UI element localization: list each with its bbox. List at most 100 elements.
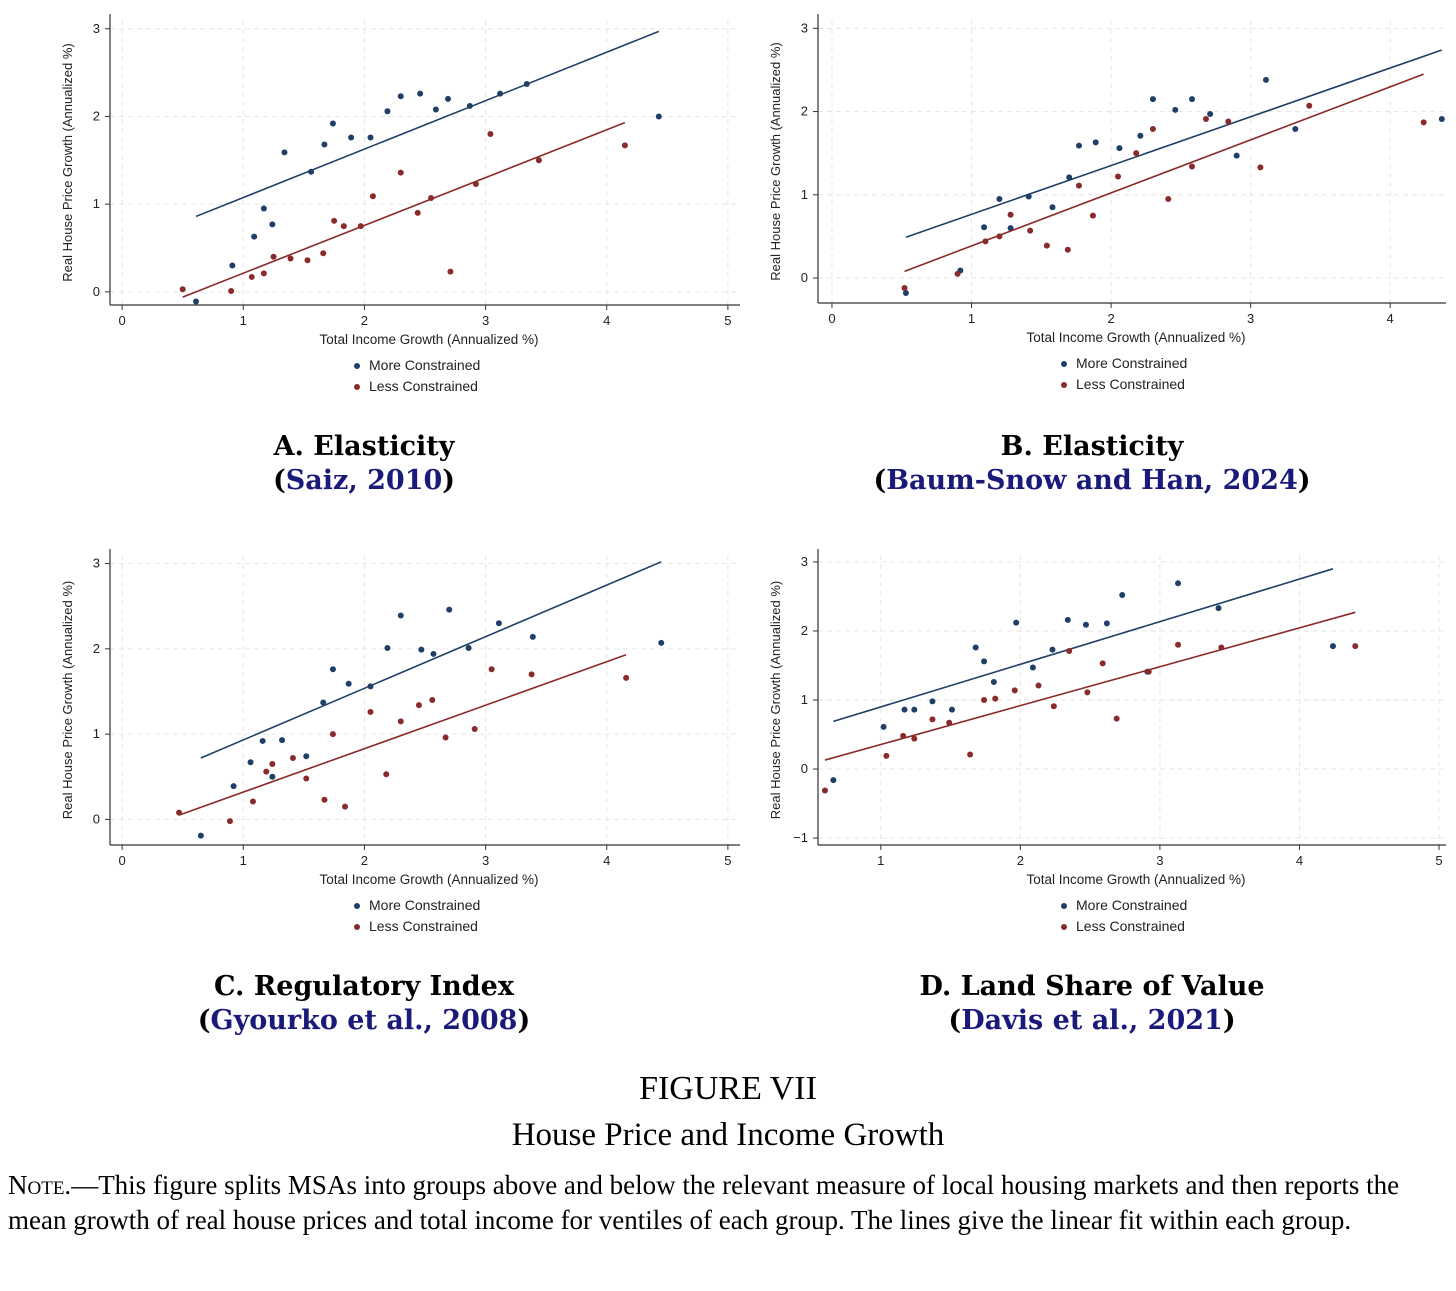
data-point [1306,102,1313,109]
data-point [229,262,236,269]
data-point [397,612,404,619]
data-point [1137,132,1144,139]
data-point [948,706,955,713]
data-point [1149,126,1156,133]
data-point [465,644,472,651]
legend-label: Less Constrained [1076,376,1185,392]
data-point [369,193,376,200]
data-point [329,731,336,738]
data-point [1218,644,1225,651]
data-point [1438,116,1445,123]
citation-author: Saiz [285,465,349,496]
data-point [432,106,439,113]
data-point [367,708,374,715]
data-point [329,666,336,673]
fit-line [182,121,626,298]
legend-marker [354,924,360,930]
citation-link[interactable]: Davis et al., 2021 [961,1005,1223,1036]
data-point [821,787,828,794]
data-point [289,755,296,761]
figure-note: Note.—This figure splits MSAs into group… [8,1168,1448,1238]
data-point [981,224,988,231]
x-tick-label: 3 [482,313,489,328]
panel-citation: (Saiz, 2010) [272,465,456,496]
y-tick-label: 0 [801,761,808,776]
x-tick-label: 0 [828,311,835,326]
citation-author: Gyourko et al. [210,1005,424,1036]
citation-link[interactable]: Gyourko et al., 2008 [210,1005,518,1036]
data-point [497,90,504,97]
data-point [249,798,256,805]
x-tick-label: 5 [724,853,731,868]
data-point [911,735,918,742]
data-point [197,832,204,839]
data-point [303,753,310,760]
citation-link[interactable]: Baum-Snow and Han, 2024 [886,465,1298,496]
data-point [1352,643,1359,650]
data-point [1149,96,1156,103]
data-point [487,131,494,137]
data-point [1066,174,1073,181]
data-point [303,775,310,782]
fit-line [833,568,1334,723]
data-point [269,221,276,228]
data-point [414,209,421,216]
data-point [929,716,936,723]
citation-year: 2021 [1147,1005,1223,1036]
data-point [1049,646,1056,653]
y-axis-title: Real House Price Growth (Annualized %) [60,581,75,819]
data-point [279,737,286,744]
data-point [1329,643,1336,650]
x-tick-label: 4 [603,313,610,328]
figure-number: FIGURE VII [639,1070,817,1107]
legend-marker [1061,361,1067,367]
x-tick-label: 1 [968,311,975,326]
y-tick-label: 2 [93,641,100,656]
citation-link[interactable]: Saiz, 2010 [285,465,443,496]
x-tick-label: 1 [877,853,884,868]
data-point [228,287,235,294]
y-tick-label: 3 [801,20,808,35]
note-label: Note. [8,1170,72,1200]
data-point [1035,682,1042,689]
y-axis-title: Real House Price Growth (Annualized %) [60,43,75,281]
data-point [1013,619,1020,626]
data-point [247,759,254,766]
data-point [655,113,662,120]
fit-line [178,654,627,816]
data-point [1420,119,1427,126]
data-point [342,803,349,810]
data-point [320,699,327,706]
chart-panel-d: 1 2 3 4 5 −1 0 1 2 3 Total Income Growth (Annualiz… [728,540,1456,1075]
legend-label: Less Constrained [1076,918,1185,934]
y-tick-label: −1 [793,830,808,845]
note-text: —This figure splits MSAs into groups abo… [8,1170,1400,1235]
data-point [1029,664,1036,671]
y-tick-label: 1 [801,692,808,707]
data-point [623,674,630,681]
data-point [1049,204,1056,211]
x-tick-label: 4 [1296,853,1303,868]
data-point [902,290,909,297]
data-point [287,255,294,262]
data-point [1075,182,1082,189]
data-point [1092,139,1099,146]
data-point [990,679,997,686]
data-point [179,286,186,293]
x-tick-label: 0 [118,313,125,328]
data-point [1119,592,1126,599]
legend-label: More Constrained [369,357,480,373]
data-point [1050,703,1057,710]
data-point [967,751,974,758]
data-point [1262,76,1269,83]
data-point [308,168,315,175]
data-point [495,620,502,627]
x-tick-label: 2 [1107,311,1114,326]
data-point [1043,242,1050,249]
legend-marker [354,903,360,909]
panel-title-text: A. Elasticity [273,431,455,462]
data-point [1257,164,1264,171]
data-point [1165,195,1172,202]
fit-line [824,611,1356,761]
